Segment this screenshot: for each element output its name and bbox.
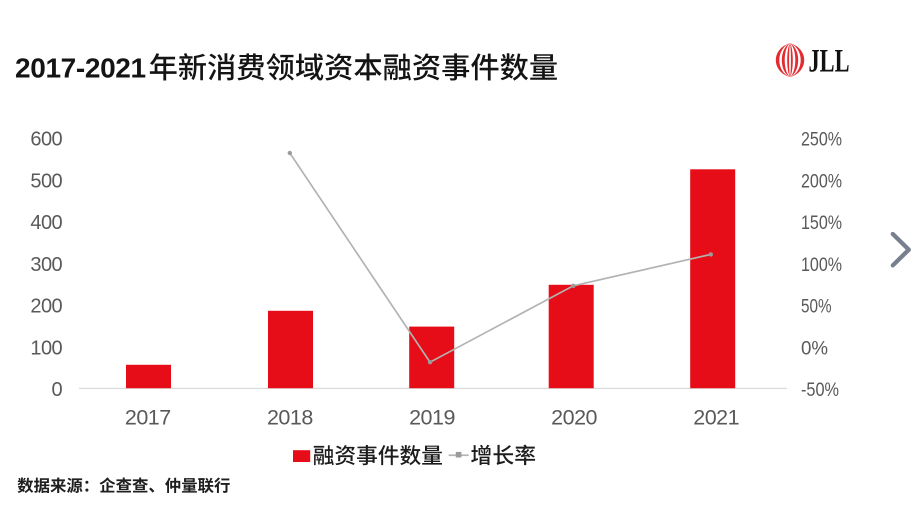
svg-text:100%: 100%: [801, 254, 842, 276]
svg-text:0: 0: [51, 379, 62, 401]
svg-text:200: 200: [30, 296, 62, 318]
svg-text:400: 400: [30, 212, 62, 234]
svg-text:2017-2021: 2017-2021: [15, 53, 146, 84]
svg-text:600: 600: [30, 129, 62, 151]
svg-text:2018: 2018: [267, 406, 313, 430]
svg-text:2017: 2017: [125, 406, 171, 430]
svg-text:2020: 2020: [551, 406, 597, 430]
svg-text:2019: 2019: [409, 406, 455, 430]
svg-text:300: 300: [30, 254, 62, 276]
svg-text:2021: 2021: [693, 406, 739, 430]
svg-text:JLL: JLL: [809, 44, 850, 80]
svg-text:100: 100: [30, 337, 62, 359]
svg-text:50%: 50%: [801, 296, 832, 318]
svg-text:-50%: -50%: [801, 379, 839, 401]
svg-text:250%: 250%: [801, 129, 842, 151]
svg-text:500: 500: [30, 170, 62, 192]
svg-text:150%: 150%: [801, 212, 842, 234]
svg-text:200%: 200%: [801, 170, 842, 192]
svg-text:0%: 0%: [801, 337, 828, 359]
